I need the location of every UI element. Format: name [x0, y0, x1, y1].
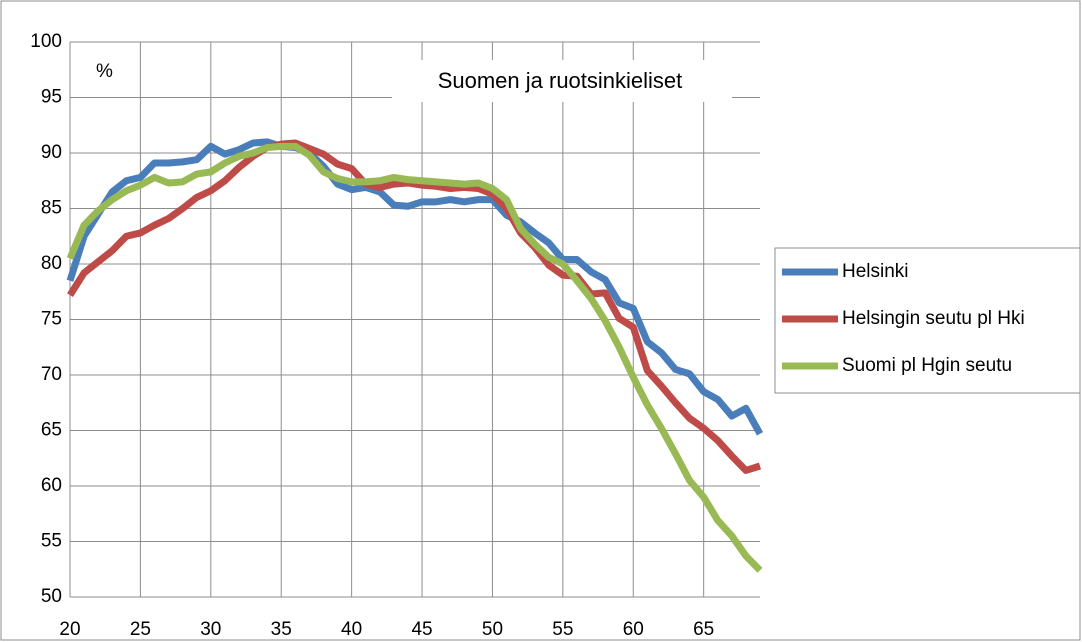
- x-tick-label: 20: [59, 619, 80, 640]
- y-tick-label: 90: [41, 142, 62, 163]
- y-tick-label: 70: [41, 364, 62, 385]
- x-tick-label: 50: [482, 619, 503, 640]
- data-line: [66, 138, 764, 436]
- x-tick-label: 55: [552, 619, 573, 640]
- x-tick-label: 25: [130, 619, 151, 640]
- x-tick-label: 65: [693, 619, 714, 640]
- legend-label: Helsingin seutu pl Hki: [842, 308, 1025, 329]
- plot: [66, 138, 764, 573]
- chart-title: Suomen ja ruotsinkieliset: [438, 68, 683, 93]
- y-tick-label: 60: [41, 475, 62, 496]
- title-box: [392, 60, 732, 102]
- x-tick-label: 35: [271, 619, 292, 640]
- x-tick-label: 45: [411, 619, 432, 640]
- x-tick-label: 60: [623, 619, 644, 640]
- y-tick-label: 80: [41, 253, 62, 274]
- y-tick-label: 50: [41, 586, 62, 607]
- y-axis-label: %: [96, 61, 113, 82]
- legend-label: Helsinki: [842, 261, 909, 282]
- y-tick-label: 75: [41, 309, 62, 330]
- y-tick-label: 100: [30, 31, 62, 52]
- x-tick-label: 30: [200, 619, 221, 640]
- legend-label: Suomi pl Hgin seutu: [842, 355, 1012, 376]
- x-tick-label: 40: [341, 619, 362, 640]
- y-tick-label: 85: [41, 198, 62, 219]
- y-tick-label: 55: [41, 531, 62, 552]
- y-tick-label: 95: [41, 87, 62, 108]
- data-line: [67, 139, 762, 474]
- y-tick-label: 65: [41, 420, 62, 441]
- data-line: [66, 142, 763, 573]
